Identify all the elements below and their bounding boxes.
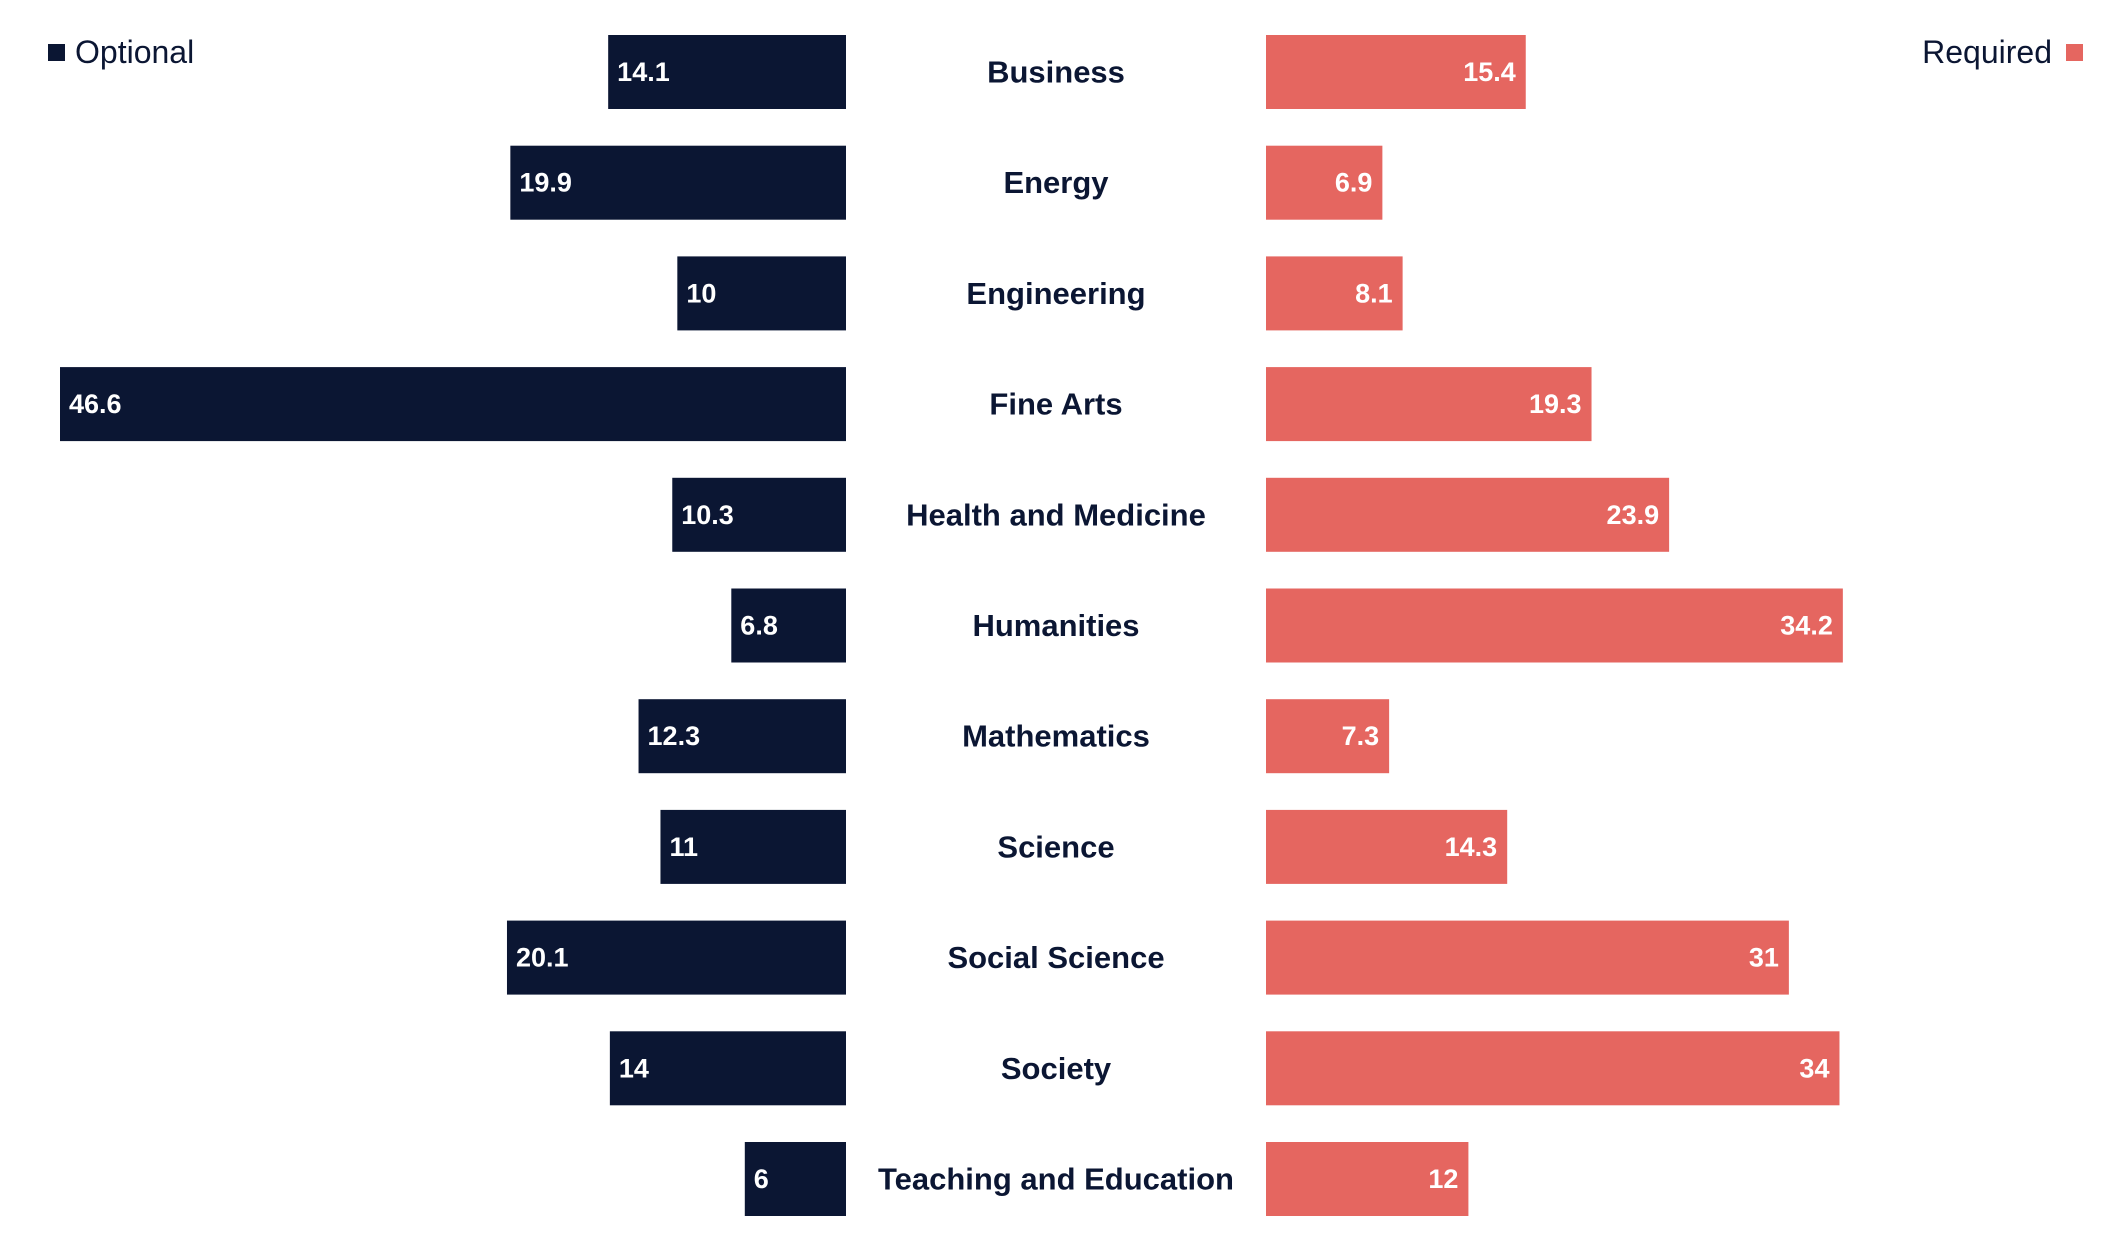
bar-required-social-science — [1266, 920, 1789, 995]
bar-required-teaching-and-education — [1266, 1142, 1469, 1216]
category-label-society: Society — [1001, 1051, 1112, 1086]
value-label-required-business: 15.4 — [1463, 57, 1516, 87]
legend-required: Required — [1922, 34, 2083, 71]
value-label-required-social-science: 31 — [1749, 943, 1779, 973]
value-label-required-energy: 6.9 — [1335, 168, 1373, 198]
value-label-optional-teaching-and-education: 6 — [754, 1164, 769, 1194]
value-label-required-science: 14.3 — [1445, 832, 1498, 862]
bar-required-society — [1266, 1031, 1840, 1106]
category-label-fine-arts: Fine Arts — [989, 387, 1122, 422]
legend-optional-label: Optional — [75, 34, 195, 70]
value-label-required-fine-arts: 19.3 — [1529, 389, 1582, 419]
value-label-optional-energy: 19.9 — [519, 168, 572, 198]
bar-optional-social-science — [506, 920, 846, 995]
bar-required-health-and-medicine — [1266, 477, 1670, 552]
value-label-required-engineering: 8.1 — [1355, 278, 1393, 308]
bar-optional-fine-arts — [60, 367, 846, 442]
bar-optional-science — [660, 809, 846, 884]
legend-optional: Optional — [48, 34, 194, 71]
value-label-required-mathematics: 7.3 — [1342, 721, 1380, 751]
category-label-teaching-and-education: Teaching and Education — [878, 1162, 1234, 1197]
value-label-required-society: 34 — [1799, 1053, 1829, 1083]
category-label-health-and-medicine: Health and Medicine — [906, 497, 1206, 532]
bar-optional-society — [609, 1031, 846, 1106]
value-label-required-health-and-medicine: 23.9 — [1607, 500, 1660, 530]
value-label-optional-science: 11 — [669, 832, 698, 862]
value-label-optional-humanities: 6.8 — [740, 611, 778, 641]
bar-required-business — [1266, 35, 1526, 109]
bar-optional-energy — [510, 145, 846, 220]
legend-required-swatch — [2066, 44, 2083, 61]
bar-required-fine-arts — [1266, 367, 1592, 442]
bar-required-science — [1266, 809, 1508, 884]
category-label-humanities: Humanities — [972, 608, 1139, 643]
legend-required-label: Required — [1922, 34, 2052, 70]
value-label-optional-mathematics: 12.3 — [648, 721, 701, 751]
category-label-business: Business — [987, 55, 1125, 90]
value-label-optional-engineering: 10 — [686, 278, 716, 308]
bar-required-mathematics — [1266, 699, 1390, 774]
bar-optional-mathematics — [638, 699, 846, 774]
value-label-optional-social-science: 20.1 — [516, 943, 569, 973]
bar-optional-humanities — [731, 588, 846, 663]
category-label-mathematics: Mathematics — [962, 719, 1150, 754]
bar-optional-business — [608, 35, 846, 109]
bar-required-engineering — [1266, 256, 1403, 331]
bar-optional-teaching-and-education — [744, 1142, 846, 1216]
bar-required-humanities — [1266, 588, 1843, 663]
bar-required-energy — [1266, 145, 1383, 220]
category-label-energy: Energy — [1003, 165, 1109, 200]
value-label-required-teaching-and-education: 12 — [1428, 1164, 1458, 1194]
category-label-social-science: Social Science — [947, 940, 1164, 975]
value-label-required-humanities: 34.2 — [1780, 611, 1833, 641]
value-label-optional-business: 14.1 — [617, 57, 670, 87]
category-label-engineering: Engineering — [966, 276, 1145, 311]
bar-optional-engineering — [677, 256, 846, 331]
legend-optional-swatch — [48, 44, 65, 61]
bar-optional-health-and-medicine — [672, 477, 846, 552]
value-label-optional-society: 14 — [619, 1053, 649, 1083]
value-label-optional-fine-arts: 46.6 — [69, 389, 122, 419]
value-label-optional-health-and-medicine: 10.3 — [681, 500, 734, 530]
category-label-science: Science — [997, 829, 1114, 864]
